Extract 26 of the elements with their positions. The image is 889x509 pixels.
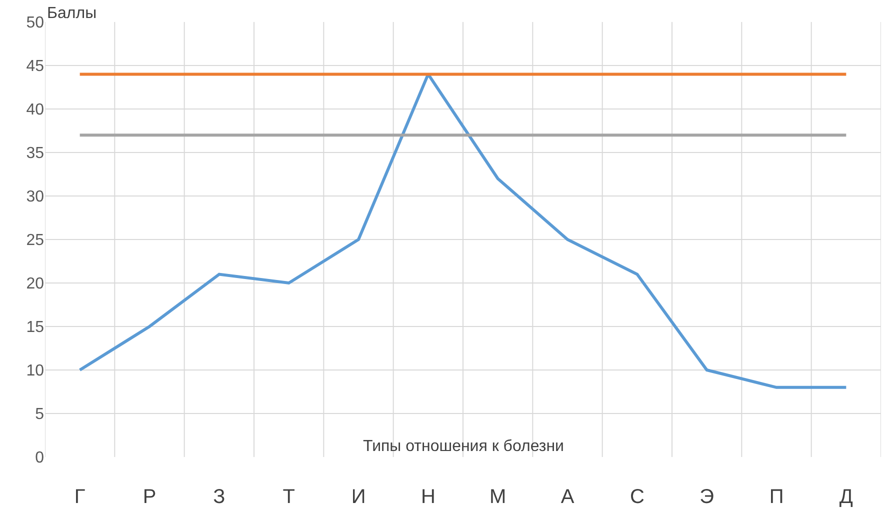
x-tick-label: С	[630, 486, 644, 508]
x-tick-label: М	[489, 486, 506, 508]
x-axis-title: Типы отношения к болезни	[363, 438, 564, 455]
y-tick-label: 0	[35, 450, 44, 467]
x-tick-label: Г	[74, 486, 86, 508]
y-tick-label: 5	[35, 406, 44, 424]
x-tick-label: Э	[700, 486, 714, 508]
y-tick-label: 35	[26, 145, 44, 162]
x-tick-label: И	[351, 486, 366, 508]
y-tick-label: 15	[26, 319, 44, 336]
line-series	[78, 72, 848, 389]
y-axis-title: Баллы	[47, 5, 97, 22]
x-tick-label: Т	[282, 486, 295, 508]
y-tick-label: 50	[26, 14, 44, 32]
y-tick-label: 25	[26, 232, 44, 250]
x-tick-label: Р	[142, 486, 156, 508]
x-tick-label: А	[560, 486, 575, 508]
x-tick-label: Н	[420, 486, 436, 508]
y-tick-label: 20	[26, 276, 44, 293]
x-tick-label: З	[213, 486, 226, 508]
y-tick-label: 45	[26, 58, 44, 76]
x-tick-label: П	[769, 486, 784, 508]
x-tick-label: Д	[839, 486, 854, 508]
y-tick-label: 40	[26, 102, 44, 119]
y-tick-label: 10	[26, 362, 44, 380]
y-tick-label: 30	[26, 188, 44, 206]
